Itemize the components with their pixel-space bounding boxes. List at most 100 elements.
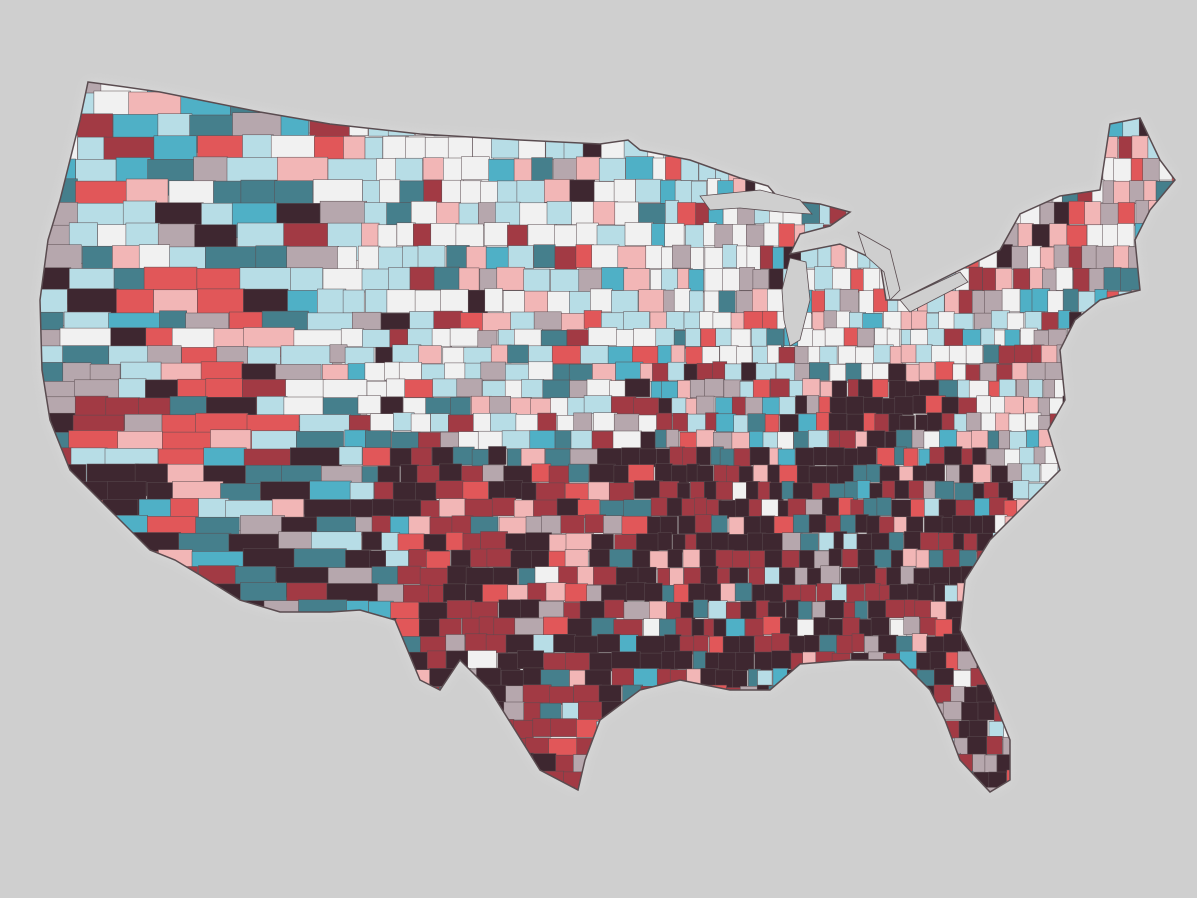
county (632, 549, 652, 569)
county (430, 413, 450, 432)
county (1013, 268, 1032, 292)
county (1088, 650, 1107, 670)
county (589, 463, 616, 483)
county (915, 157, 932, 182)
county (1045, 481, 1064, 500)
county (1154, 720, 1168, 739)
county (968, 720, 988, 739)
county (948, 345, 967, 364)
county (623, 601, 651, 620)
county (535, 482, 566, 502)
county (1126, 90, 1144, 114)
county (149, 754, 194, 788)
county (633, 397, 661, 417)
county (377, 224, 397, 249)
great-lakes (699, 189, 969, 347)
county (1088, 448, 1102, 467)
county (563, 771, 592, 791)
county (968, 158, 984, 183)
county (1097, 310, 1115, 330)
county (991, 465, 1011, 485)
county (1122, 651, 1140, 671)
county (317, 736, 357, 770)
county (944, 290, 961, 315)
county (1142, 633, 1161, 653)
county (924, 498, 942, 517)
county (759, 245, 774, 269)
county (574, 635, 599, 655)
county (851, 91, 870, 116)
county (144, 582, 190, 614)
county (1100, 483, 1117, 502)
county (1131, 289, 1146, 314)
county (361, 222, 380, 247)
county (531, 550, 550, 569)
county (1014, 653, 1035, 672)
county (902, 548, 918, 567)
county (939, 429, 958, 449)
county (1160, 685, 1175, 704)
county (954, 180, 975, 204)
county (1174, 583, 1175, 603)
county (446, 600, 475, 619)
county (1165, 135, 1175, 159)
county (762, 397, 782, 416)
county (40, 633, 60, 666)
county (761, 770, 775, 790)
county (703, 135, 716, 159)
county (614, 201, 639, 226)
county (696, 395, 715, 415)
county (782, 532, 803, 551)
county (1033, 584, 1050, 604)
county (543, 652, 567, 672)
county (418, 345, 442, 364)
county (858, 134, 877, 159)
county (615, 361, 644, 381)
county (824, 92, 839, 117)
county (885, 223, 901, 247)
county (1110, 346, 1125, 365)
county (112, 684, 147, 720)
county (1081, 311, 1098, 331)
county (834, 684, 852, 704)
county (967, 617, 988, 637)
county (594, 736, 622, 755)
county (840, 567, 861, 587)
county (410, 447, 433, 467)
county (749, 430, 765, 450)
county (766, 328, 784, 348)
county (966, 247, 979, 271)
county (634, 91, 658, 115)
county (723, 379, 742, 399)
county (822, 497, 839, 517)
county (767, 288, 784, 313)
county (831, 653, 851, 672)
county (1168, 737, 1175, 756)
county (663, 769, 678, 789)
county (912, 395, 927, 414)
county (395, 157, 423, 182)
county (636, 635, 666, 655)
county (619, 634, 639, 654)
lake-superior (699, 189, 813, 215)
county (1048, 687, 1063, 706)
county (625, 582, 647, 601)
county (872, 363, 892, 382)
county (885, 599, 906, 619)
county (1142, 430, 1162, 450)
county (1094, 289, 1108, 313)
county (568, 463, 590, 483)
county (886, 737, 907, 757)
county (715, 481, 733, 501)
county (483, 222, 510, 246)
county (196, 701, 244, 738)
county (967, 736, 988, 755)
county (340, 328, 365, 347)
county (918, 362, 936, 381)
county (938, 499, 957, 518)
county (908, 91, 927, 115)
county (700, 668, 718, 687)
county (1100, 203, 1121, 227)
county (58, 481, 109, 512)
